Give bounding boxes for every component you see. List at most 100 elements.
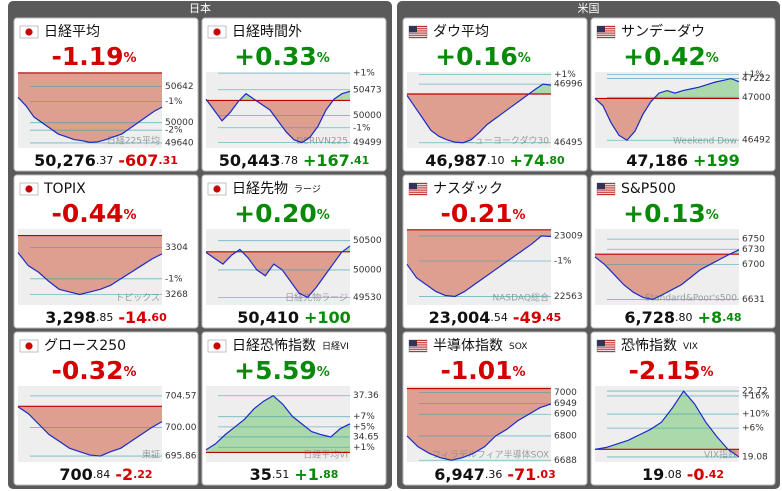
flag-us-stripe [597,192,615,194]
price-row: 6,728.80 +8.48 [624,308,741,327]
watermark: Standard&Poor's500 [645,294,737,304]
watermark: VIX指数 [704,449,737,461]
flag-us-stripe [597,35,615,37]
change-percent: +0.33% [234,42,330,71]
flag-us-stripe [409,190,427,192]
panel-title: 日本 [189,1,211,15]
tick-label: 49499 [353,138,382,148]
change: -607 [118,151,158,170]
tick-label: -1% [353,123,371,133]
price-row: 50,443.78 +167.41 [219,151,370,170]
name: 半導体指数 [433,338,503,354]
tick-label: 6750 [742,235,765,245]
watermark: フィラデルフィア半導体SOX [432,449,549,461]
price-row: 50,410 +100 [237,308,351,327]
flag-us-stripe [597,190,615,192]
flag-us-stripe [409,35,427,37]
percent-unit: % [706,51,719,66]
percent-value: +0.16 [435,42,518,71]
tick-label: +16% [742,391,770,401]
price-line [17,96,163,143]
change-decimals: .03 [536,468,556,481]
flag-us-stripe [597,186,615,188]
change-percent: -2.15% [628,356,713,385]
flag-us-stripe [409,37,427,38]
area-down [407,93,551,143]
tick-label: +10% [742,410,770,420]
tick-label: 22563 [554,292,583,302]
flag-us-stripe [597,345,615,347]
flag-us-canton [597,26,605,33]
change-percent: +5.59% [234,356,330,385]
flag-us-stripe [597,349,615,351]
change-percent: -0.21% [440,199,525,228]
price-row: 700.84 -2.22 [59,465,152,484]
flag-us-stripe [597,188,615,190]
price-row: 19.08 -0.42 [642,465,724,484]
price: 47,186 [626,151,688,170]
price-decimals: .08 [664,468,682,481]
area-up [206,395,350,453]
price-decimals: .85 [96,311,114,324]
tick-label: +1% [353,69,375,79]
tick-label: 6631 [742,295,765,305]
area-down [206,100,350,143]
watermark: 日経225平均 [107,135,160,147]
price: 50,443 [219,151,281,170]
flag-us-canton [409,183,417,190]
flag-us-stripe [597,194,615,195]
tick-label: 49640 [165,138,194,148]
tick-label: 46492 [742,136,771,146]
flag-us-stripe [597,26,615,27]
tick-label: 6700 [742,260,765,270]
price-line [594,390,740,458]
price-line [594,77,740,142]
name: ナスダック [433,181,503,197]
tick-label: 34.65 [353,432,379,442]
change: +1 [294,465,319,484]
flag-us-stripe [409,351,427,352]
percent-value: +0.13 [623,199,706,228]
area-down [18,406,162,457]
price: 23,004 [429,308,491,327]
change: +167 [303,151,350,170]
name: ダウ平均 [433,24,489,40]
flag-us-stripe [597,183,615,184]
tick-label: 46996 [554,80,583,90]
card-name: 日経先物 ラージ [232,181,321,197]
price: 6,947 [434,465,485,484]
tick-label: 6800 [554,431,577,441]
change: -49 [513,308,542,327]
tick-label: +6% [742,424,764,434]
tick-label: 46495 [554,138,583,148]
price-line [17,406,163,457]
price-line [406,403,552,461]
price: 46,987 [425,151,487,170]
percent-value: +5.59 [234,356,317,385]
name: グロース250 [44,338,126,354]
flag-us-stripe [597,347,615,349]
price-line [406,83,552,144]
flag-jp-sun [213,185,221,193]
tick-label: 6688 [554,456,577,466]
tick-label: 50000 [165,118,194,128]
change-percent: +0.42% [623,42,719,71]
change-decimals: .22 [133,468,153,481]
percent-unit: % [317,51,330,66]
flag-us-canton [597,340,605,347]
percent-unit: % [513,365,526,380]
sub-name: ラージ [294,184,321,195]
flag-us-stripe [409,183,427,184]
flag-us-canton [409,340,417,347]
price-row: 46,987.10 +74.80 [425,151,565,170]
change: -71 [507,465,536,484]
flag-us-stripe [409,27,427,29]
tick-label: 47000 [742,93,771,103]
flag-us-stripe [409,341,427,343]
price-line [205,394,351,451]
change-percent: -0.44% [51,199,136,228]
tick-label: 47222 [742,74,771,84]
area-up [595,391,728,450]
sub-name: VIX [683,342,698,352]
